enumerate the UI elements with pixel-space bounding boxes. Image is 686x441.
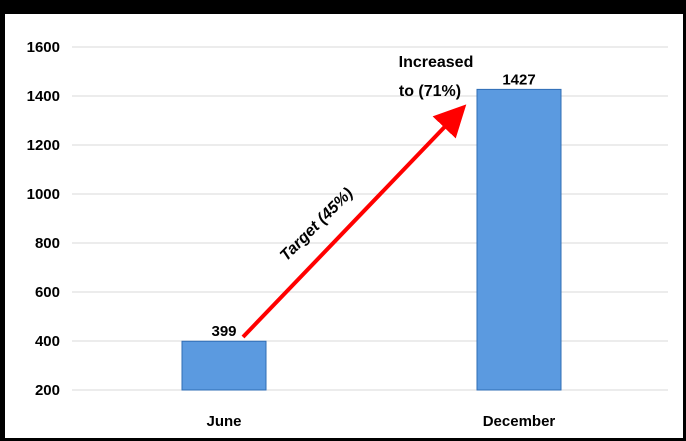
y-tick-label: 800 [35, 235, 60, 252]
target-arrow [241, 104, 467, 339]
data-label: 1427 [502, 71, 535, 88]
bar-june [181, 340, 267, 391]
increase-label-line2: to (71%) [399, 83, 461, 100]
y-tick-label: 1200 [27, 137, 60, 154]
target-label: Target (45%) [277, 185, 357, 265]
bar-december [476, 88, 562, 391]
bars [181, 88, 562, 391]
increase-label-line1: Increased [399, 54, 474, 71]
y-tick-label: 1000 [27, 186, 60, 203]
data-label: 399 [211, 323, 236, 340]
x-category-label: December [483, 413, 556, 430]
y-tick-label: 1400 [27, 88, 60, 105]
y-tick-label: 400 [35, 333, 60, 350]
y-tick-label: 200 [35, 382, 60, 399]
grid-lines [72, 46, 668, 391]
labels: 200 400 600 800 1000 1200 1400 1600 399 June 1427 D… [27, 39, 556, 430]
x-category-label: June [206, 413, 241, 430]
y-tick-label: 1600 [27, 39, 60, 56]
y-tick-label: 600 [35, 284, 60, 301]
